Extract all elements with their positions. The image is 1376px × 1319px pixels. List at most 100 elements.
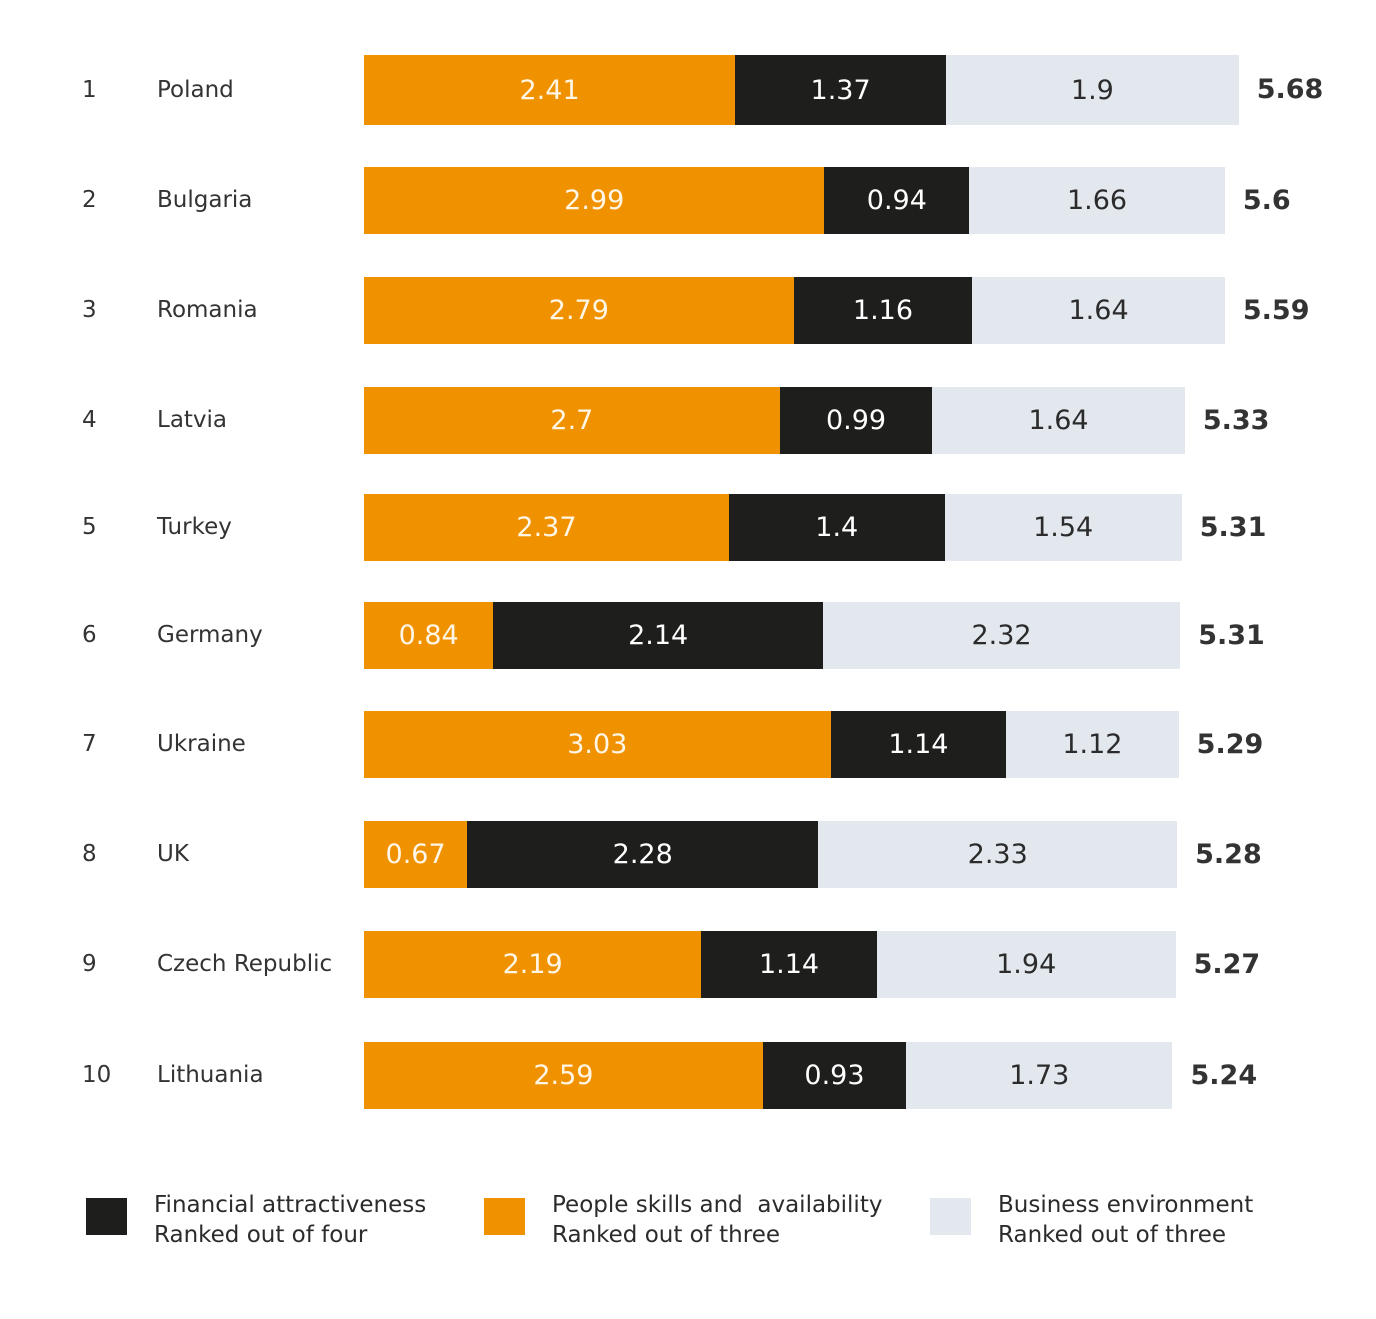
bar-row: 2 Bulgaria 2.99 0.94 1.66 5.6 (0, 167, 1376, 234)
bar-segment-people: 2.59 (364, 1042, 763, 1109)
legend-label-people-line2: Ranked out of three (552, 1222, 781, 1248)
data-label-business: 1.12 (1062, 729, 1123, 760)
legend-label-financial-line1: Financial attractiveness (154, 1192, 427, 1218)
bar-row: 10 Lithuania 2.59 0.93 1.73 5.24 (0, 1042, 1376, 1109)
bar-segment-business: 1.54 (944, 494, 1182, 561)
bar-segment-business: 1.73 (906, 1042, 1173, 1109)
data-label-people: 2.59 (533, 1060, 594, 1091)
bar-segment-business: 1.64 (972, 277, 1225, 344)
legend-swatch-business (930, 1198, 971, 1235)
bar-segment-financial: 0.99 (779, 387, 933, 454)
data-label-business: 1.94 (996, 949, 1057, 980)
bar-row: 6 Germany 0.84 2.14 2.32 5.31 (0, 602, 1376, 669)
data-label-people: 2.37 (516, 512, 577, 543)
legend-label-people-line1: People skills and availability (552, 1192, 883, 1218)
rank-label: 10 (82, 1062, 112, 1088)
data-label-financial: 1.14 (888, 729, 949, 760)
bar-segment-business: 2.32 (822, 602, 1181, 669)
bar-segment-financial: 1.37 (735, 55, 947, 125)
data-label-financial: 2.28 (612, 839, 673, 870)
bar-segment-financial: 1.14 (830, 711, 1007, 778)
data-label-business: 1.73 (1009, 1060, 1070, 1091)
country-label: Bulgaria (157, 187, 253, 213)
data-label-people: 2.99 (564, 185, 625, 216)
data-label-business: 1.9 (1070, 74, 1114, 106)
bar-row: 4 Latvia 2.7 0.99 1.64 5.33 (0, 387, 1376, 454)
data-label-people: 2.79 (548, 295, 609, 326)
legend-swatch-people (484, 1198, 525, 1235)
data-label-business: 2.33 (967, 839, 1028, 870)
data-label-people: 2.41 (519, 74, 580, 106)
total-label: 5.68 (1256, 74, 1324, 105)
legend-label-financial-line2: Ranked out of four (154, 1222, 368, 1248)
legend-swatch-financial (86, 1198, 127, 1235)
total-label: 5.28 (1195, 839, 1262, 870)
data-label-business: 1.54 (1033, 512, 1094, 543)
data-label-financial: 2.14 (628, 620, 689, 651)
data-label-people: 0.67 (385, 839, 446, 870)
bar-segment-financial: 0.94 (824, 167, 970, 234)
rank-label: 3 (82, 297, 97, 323)
legend-label-financial: Financial attractiveness Ranked out of f… (154, 1190, 426, 1250)
data-label-people: 3.03 (567, 729, 628, 760)
rank-label: 4 (82, 407, 97, 433)
legend: Financial attractiveness Ranked out of f… (0, 1190, 1376, 1260)
bar-segment-business: 1.9 (946, 55, 1239, 125)
bar-segment-business: 1.64 (932, 387, 1185, 454)
bar-segment-people: 2.19 (364, 931, 702, 998)
bar-segment-people: 2.79 (364, 277, 794, 344)
data-label-financial: 1.4 (815, 512, 859, 543)
stacked-bar-chart: 1 Poland 2.41 1.37 1.9 5.68 2 Bulgaria 2.99 0.94 1… (0, 55, 1376, 1109)
rank-label: 7 (82, 731, 97, 757)
rank-label: 2 (82, 187, 97, 213)
bar-segment-people: 2.41 (364, 55, 736, 125)
data-label-financial: 1.14 (758, 949, 820, 980)
bar-segment-financial: 1.14 (701, 931, 877, 998)
bar-segment-financial: 0.93 (762, 1042, 907, 1109)
bar-segment-business: 1.94 (876, 931, 1176, 998)
country-label: UK (157, 841, 189, 867)
legend-label-business-line2: Ranked out of three (998, 1222, 1227, 1248)
bar-segment-people: 2.99 (364, 167, 825, 234)
country-label: Germany (157, 622, 263, 648)
data-label-financial: 0.93 (804, 1060, 865, 1091)
legend-label-people: People skills and availability Ranked ou… (552, 1190, 882, 1250)
data-label-financial: 1.37 (810, 74, 871, 106)
bar-row: 8 UK 0.67 2.28 2.33 5.28 (0, 821, 1376, 888)
total-label: 5.31 (1199, 512, 1267, 543)
rank-label: 1 (82, 77, 97, 103)
total-label: 5.6 (1242, 185, 1291, 216)
bar-row: 1 Poland 2.41 1.37 1.9 5.68 (0, 55, 1376, 125)
rank-label: 9 (82, 951, 97, 977)
country-label: Lithuania (157, 1062, 264, 1088)
total-label: 5.29 (1196, 729, 1264, 760)
bar-segment-financial: 1.4 (728, 494, 945, 561)
bar-segment-people: 0.67 (364, 821, 468, 888)
country-label: Romania (157, 297, 258, 323)
data-label-financial: 0.94 (866, 185, 927, 216)
country-label: Turkey (157, 514, 232, 540)
bar-row: 9 Czech Republic 2.19 1.14 1.94 5.27 (0, 931, 1376, 998)
bar-row: 3 Romania 2.79 1.16 1.64 5.59 (0, 277, 1376, 344)
rank-label: 8 (82, 841, 97, 867)
bar-row: 5 Turkey 2.37 1.4 1.54 5.31 (0, 494, 1376, 561)
data-label-people: 2.7 (550, 405, 594, 436)
total-label: 5.31 (1198, 620, 1265, 651)
bar-segment-financial: 2.28 (467, 821, 819, 888)
bar-segment-people: 0.84 (364, 602, 494, 669)
data-label-business: 1.64 (1028, 405, 1089, 436)
bar-segment-business: 2.33 (818, 821, 1178, 888)
bar-segment-people: 2.37 (364, 494, 729, 561)
country-label: Ukraine (157, 731, 246, 757)
data-label-people: 0.84 (398, 620, 459, 651)
bar-segment-financial: 2.14 (493, 602, 823, 669)
bar-segment-business: 1.66 (969, 167, 1225, 234)
total-label: 5.27 (1193, 949, 1261, 980)
bar-segment-financial: 1.16 (793, 277, 973, 344)
bar-segment-people: 3.03 (364, 711, 831, 778)
data-label-financial: 0.99 (825, 405, 887, 436)
bar-segment-people: 2.7 (364, 387, 780, 454)
data-label-financial: 1.16 (852, 295, 914, 326)
legend-label-business-line1: Business environment (998, 1192, 1254, 1218)
rank-label: 6 (82, 622, 97, 648)
